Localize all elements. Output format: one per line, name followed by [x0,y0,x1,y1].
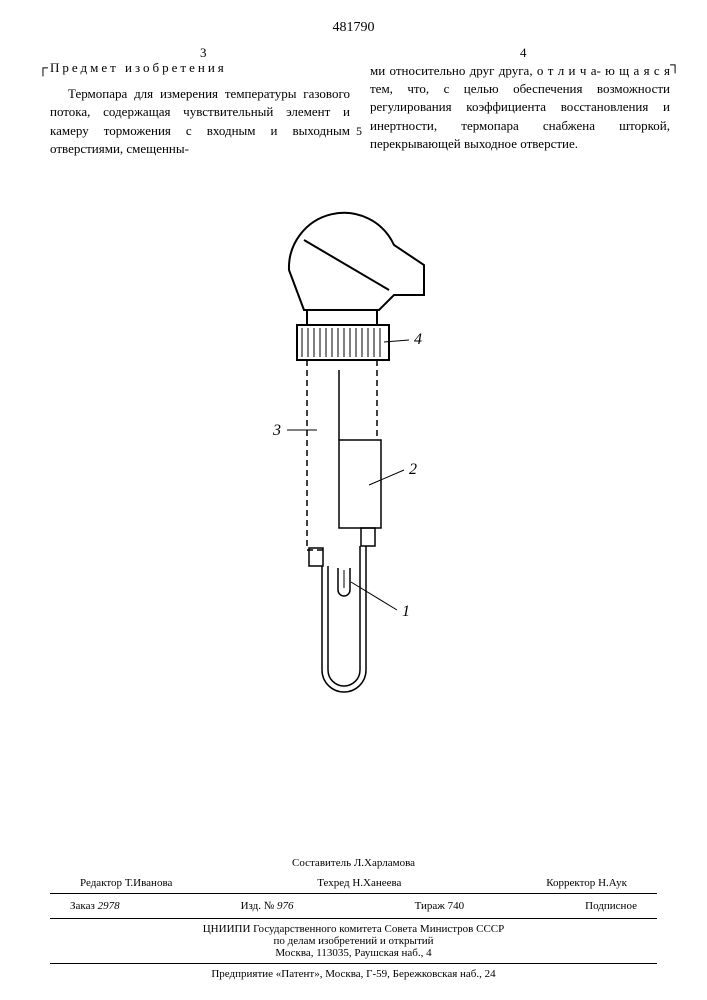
addr1: Москва, 113035, Раушская наб., 4 [50,947,657,959]
left-column: ┌ Предмет изобретения Термопара для изме… [50,45,350,158]
org1: ЦНИИПИ Государственного комитета Совета … [50,923,657,935]
org2: по делам изобретений и открытий [50,935,657,947]
section-title: Предмет изобретения [50,59,350,77]
label-2: 2 [409,461,417,478]
credits-row: Редактор Т.Иванова Техред Н.Ханеева Корр… [50,877,657,889]
footer: Составитель Л.Харламова Редактор Т.Ивано… [50,857,657,980]
label-4: 4 [414,331,422,348]
print-info-row: Заказ 2978 Изд. № 976 Тираж 740 Подписно… [50,898,657,914]
patent-number: 481790 [0,20,707,36]
org3: Предприятие «Патент», Москва, Г-59, Бере… [50,968,657,980]
bracket-mark-left: ┌ [38,59,48,79]
thermocouple-diagram: 1 2 3 4 [0,190,707,755]
bracket-mark-right: ┐ [670,56,680,76]
line-marker: 5 [356,124,362,139]
label-3: 3 [272,422,281,439]
label-1: 1 [402,603,410,620]
body-left: Термопара для измерения температуры газо… [50,85,350,158]
right-column: ┐ ми относительно друг друга, о т л и ч … [370,56,670,153]
body-right: ми относительно друг друга, о т л и ч а-… [370,62,670,153]
compiler-line: Составитель Л.Харламова [50,857,657,869]
